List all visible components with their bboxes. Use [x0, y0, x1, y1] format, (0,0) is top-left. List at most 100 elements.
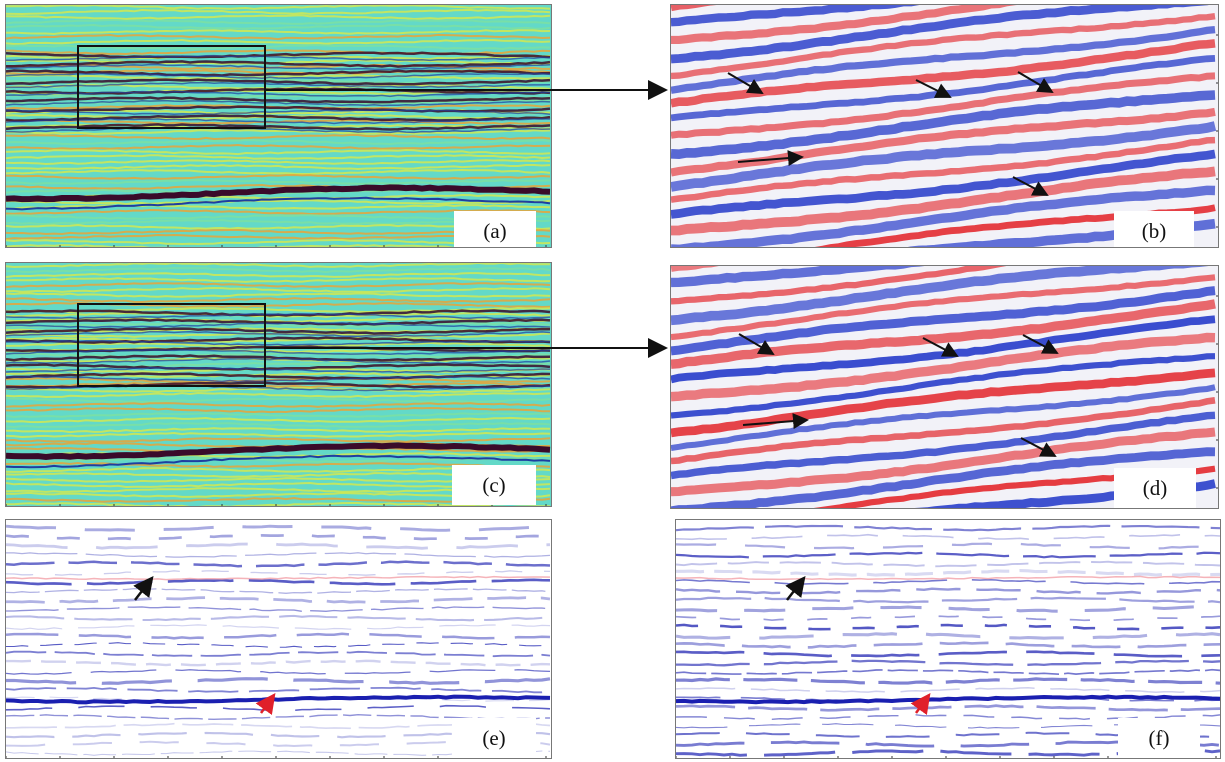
- reflector: [6, 168, 551, 176]
- reflector: [6, 427, 551, 434]
- reflector: [6, 412, 551, 419]
- zoomed-section-d: [671, 266, 1218, 508]
- reflector: [6, 596, 551, 604]
- reflector: [671, 72, 1216, 139]
- annotation-arrow: [727, 72, 764, 95]
- reflector: [676, 677, 1220, 685]
- reflector: [6, 148, 551, 156]
- reflector: [6, 542, 551, 550]
- reflector: [6, 524, 551, 532]
- reflector: [671, 149, 1216, 219]
- annotation-arrow: [1012, 176, 1049, 196]
- panel-label-c: (c): [452, 465, 536, 505]
- panel-f: (f): [675, 519, 1221, 759]
- reflector: [6, 14, 551, 21]
- reflector: [6, 384, 551, 392]
- panel-label-d: (d): [1114, 468, 1196, 508]
- reflector: [6, 277, 551, 283]
- reflector: [6, 23, 551, 30]
- reflector: [6, 422, 551, 429]
- reflector: [6, 669, 551, 675]
- reflector: [6, 164, 551, 171]
- reflector: [676, 632, 1220, 640]
- reflector: [671, 397, 1216, 465]
- reflector: [6, 454, 551, 469]
- reflector: [671, 332, 1216, 402]
- reflector: [6, 159, 551, 166]
- reflector: [6, 154, 551, 160]
- reflector: [6, 5, 551, 10]
- reflector: [676, 623, 1220, 631]
- panel-a: (a): [5, 4, 552, 248]
- reflector: [6, 134, 551, 141]
- reflector: [671, 266, 1007, 305]
- panel-d: (d): [670, 265, 1219, 509]
- reflector: [671, 166, 1216, 236]
- reflector: [671, 274, 1216, 341]
- reflector: [6, 297, 551, 304]
- reflector: [6, 138, 551, 146]
- panel-b: (b): [670, 4, 1219, 248]
- reflector: [6, 461, 551, 469]
- reflector: [6, 416, 551, 424]
- reflector: [671, 136, 1216, 203]
- reflector: [671, 447, 1216, 508]
- reflector: [671, 266, 1209, 326]
- black-annotation-arrow: [133, 576, 154, 601]
- annotation-arrow: [1022, 334, 1059, 354]
- strong-reflector: [6, 694, 551, 705]
- reflector: [671, 368, 1216, 438]
- reflector: [6, 731, 551, 739]
- reflector: [6, 143, 551, 150]
- reflector: [671, 185, 1216, 247]
- panel-label-f: (f): [1118, 718, 1200, 758]
- reflector: [671, 25, 1216, 94]
- reflector: [671, 5, 1018, 44]
- panel-e: (e): [5, 519, 552, 759]
- reflector: [6, 199, 551, 206]
- reflector: [6, 642, 550, 648]
- reflector: [6, 402, 551, 408]
- annotation-arrow: [1017, 71, 1054, 94]
- reflector: [676, 569, 1220, 577]
- reflector: [6, 129, 551, 136]
- reflector: [676, 596, 1220, 604]
- reflector: [676, 575, 1220, 581]
- reflector: [676, 659, 1220, 667]
- reflector: [676, 560, 1220, 568]
- reflector: [676, 587, 1220, 595]
- red-annotation-arrow: [910, 692, 931, 716]
- strong-reflector: [6, 184, 551, 203]
- reflector: [676, 551, 1220, 559]
- reflector: [6, 272, 551, 278]
- reflector: [6, 173, 551, 180]
- reflector: [671, 90, 1216, 160]
- reflector: [6, 575, 551, 581]
- reflector: [6, 624, 551, 630]
- reflector: [6, 391, 551, 399]
- reflector: [671, 13, 1216, 80]
- black-annotation-arrow: [785, 576, 806, 601]
- reflector: [6, 196, 551, 211]
- reflector: [676, 641, 1220, 649]
- reflector: [676, 650, 1220, 658]
- reflector: [6, 8, 551, 16]
- annotation-arrow: [915, 79, 952, 98]
- reflector: [676, 524, 1220, 532]
- reflector: [671, 5, 920, 27]
- annotation-arrow: [738, 333, 775, 356]
- reflector: [6, 632, 551, 640]
- reflector: [671, 353, 1216, 419]
- reflector: [6, 208, 551, 216]
- reflector: [6, 38, 551, 45]
- reflector: [676, 533, 1220, 541]
- reflector: [6, 437, 551, 443]
- reflector: [6, 263, 551, 269]
- reflector: [671, 427, 1216, 497]
- reflector: [6, 534, 551, 541]
- reflector: [6, 614, 551, 622]
- reflector: [676, 615, 1220, 622]
- reflector: [6, 650, 551, 658]
- reflector: [6, 502, 550, 506]
- reflector: [6, 33, 551, 41]
